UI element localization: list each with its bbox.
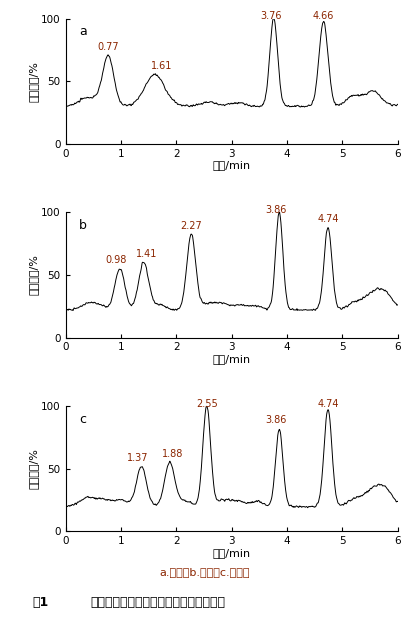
Y-axis label: 相对丰度/%: 相对丰度/% <box>28 255 38 295</box>
Y-axis label: 相对丰度/%: 相对丰度/% <box>28 449 38 489</box>
Text: 0.77: 0.77 <box>97 42 119 53</box>
Text: 图1: 图1 <box>33 596 49 609</box>
Y-axis label: 相对丰度/%: 相对丰度/% <box>28 61 38 101</box>
X-axis label: 时间/min: 时间/min <box>212 160 250 170</box>
Text: 3.86: 3.86 <box>265 205 286 215</box>
Text: a: a <box>79 25 86 38</box>
Text: 1.37: 1.37 <box>127 452 148 463</box>
Text: c: c <box>79 413 85 426</box>
Text: 3.76: 3.76 <box>260 11 281 21</box>
Text: a.酸性；b.中性；c.碱性。: a.酸性；b.中性；c.碱性。 <box>160 567 249 577</box>
Text: 2.27: 2.27 <box>180 221 202 231</box>
Text: 4.74: 4.74 <box>317 214 338 224</box>
Text: 1.61: 1.61 <box>150 61 172 71</box>
Text: 1.88: 1.88 <box>162 449 183 459</box>
Text: b: b <box>79 219 87 232</box>
X-axis label: 时间/min: 时间/min <box>212 548 250 557</box>
Text: 4.74: 4.74 <box>317 399 338 409</box>
Text: 4.66: 4.66 <box>312 11 333 21</box>
Text: 0.98: 0.98 <box>106 255 127 265</box>
Text: 不同稀释溶剂稀释的生物碱的总离子流图: 不同稀释溶剂稀释的生物碱的总离子流图 <box>90 596 225 609</box>
Text: 3.86: 3.86 <box>265 415 286 425</box>
Text: 2.55: 2.55 <box>196 399 217 409</box>
Text: 1.41: 1.41 <box>136 249 157 259</box>
X-axis label: 时间/min: 时间/min <box>212 354 250 364</box>
